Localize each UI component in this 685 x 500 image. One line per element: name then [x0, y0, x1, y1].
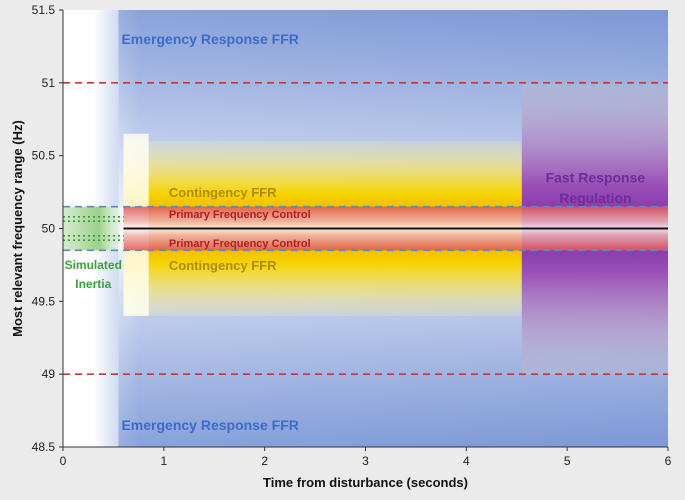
- plot-area: Emergency Response FFR Emergency Response…: [63, 10, 669, 447]
- simulated-inertia-label-line1: Simulated: [65, 258, 122, 272]
- x-tick-label: 3: [362, 454, 369, 468]
- emergency-response-label-bottom: Emergency Response FFR: [121, 417, 298, 433]
- y-tick-label: 50: [42, 222, 56, 236]
- axes: 48.5 49 49.5 50 50.5 51 51.5 0 1 2 3 4 5 6 Time from d…: [10, 3, 672, 490]
- y-tick-label: 49.5: [32, 294, 56, 308]
- y-tick-label: 51.5: [32, 3, 56, 17]
- y-tick-label: 49: [42, 367, 56, 381]
- y-tick-label: 50.5: [32, 149, 56, 163]
- emergency-response-label-top: Emergency Response FFR: [121, 31, 298, 47]
- y-tick-label: 51: [42, 76, 56, 90]
- y-axis-title: Most relevant frequency range (Hz): [10, 120, 25, 337]
- simulated-inertia-region: [63, 206, 124, 251]
- fast-response-label-line2: Regulation: [559, 190, 631, 206]
- simulated-inertia-label-line2: Inertia: [75, 277, 111, 291]
- x-tick-label: 2: [261, 454, 268, 468]
- x-tick-label: 4: [463, 454, 470, 468]
- x-axis-title: Time from disturbance (seconds): [263, 475, 468, 490]
- x-tick-label: 0: [60, 454, 67, 468]
- x-tick-label: 6: [665, 454, 672, 468]
- contingency-ffr-label-top: Contingency FFR: [169, 185, 277, 200]
- x-tick-label: 5: [564, 454, 571, 468]
- primary-frequency-label-top: Primary Frequency Control: [169, 209, 311, 221]
- y-tick-label: 48.5: [32, 440, 56, 454]
- x-tick-label: 1: [160, 454, 167, 468]
- contingency-ffr-label-bottom: Contingency FFR: [169, 258, 277, 273]
- primary-frequency-label-bottom: Primary Frequency Control: [169, 238, 311, 250]
- fast-response-label-line1: Fast Response: [546, 170, 646, 186]
